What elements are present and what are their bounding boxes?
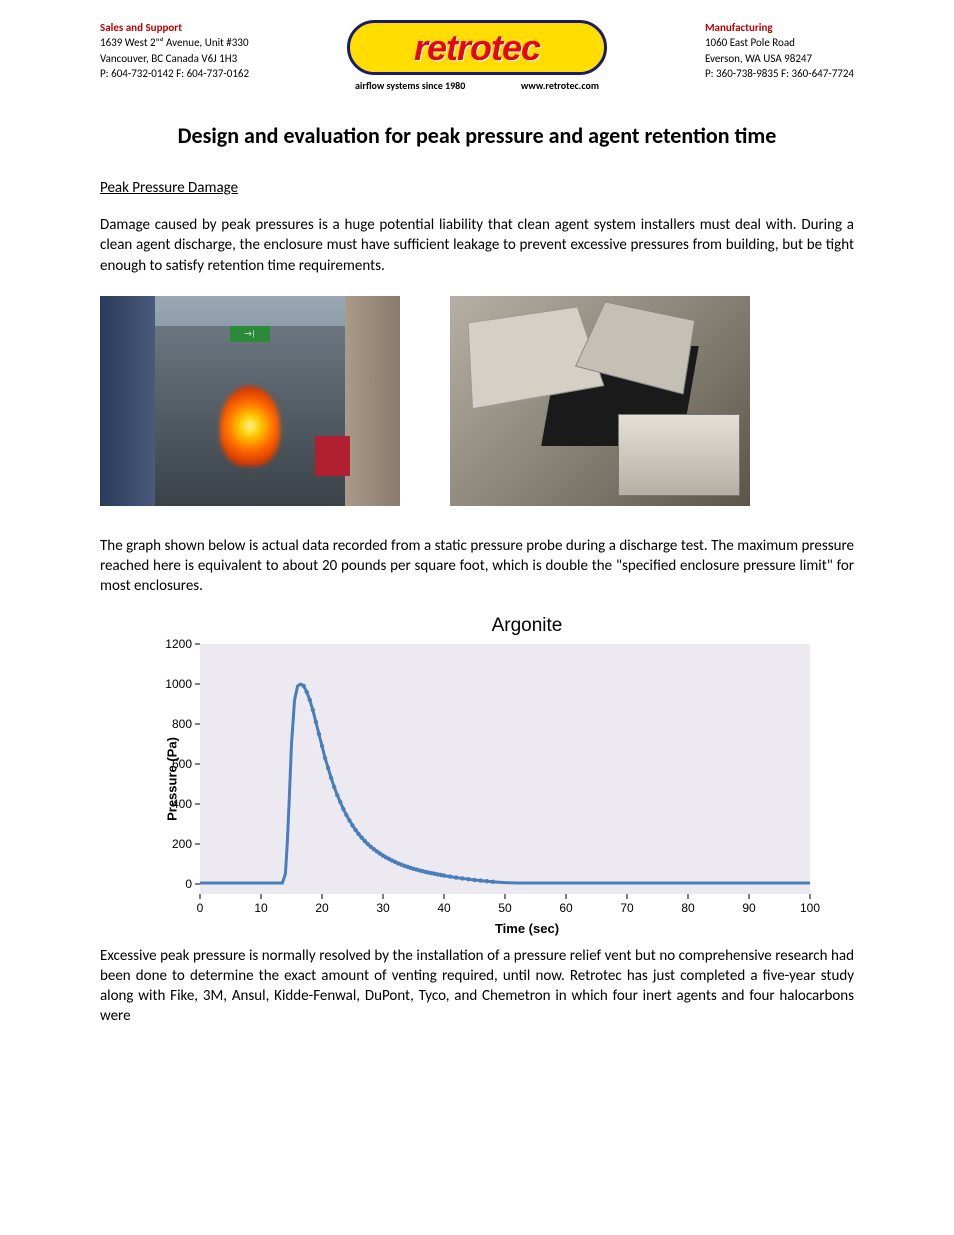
sales-addr1: 1639 West 2ⁿᵈ Avenue, Unit #330 [100, 35, 249, 50]
svg-text:1200: 1200 [165, 639, 192, 651]
mfg-phone: P: 360-738-9835 F: 360-647-7724 [705, 66, 854, 81]
logo-text: retrotec [414, 27, 540, 69]
page-title: Design and evaluation for peak pressure … [100, 122, 854, 149]
chart-title: Argonite [200, 615, 854, 637]
chart-container: Argonite Pressure (Pa) 02004006008001000… [140, 615, 854, 936]
paragraph-3: Excessive peak pressure is normally reso… [100, 946, 854, 1027]
svg-text:60: 60 [559, 901, 573, 915]
svg-text:200: 200 [172, 837, 192, 851]
svg-text:800: 800 [172, 717, 192, 731]
sales-phone: P: 604-732-0142 F: 604-737-0162 [100, 66, 249, 81]
mfg-heading: Manufacturing [705, 20, 854, 35]
svg-text:30: 30 [376, 901, 390, 915]
chart-ylabel: Pressure (Pa) [164, 737, 179, 821]
svg-text:10: 10 [254, 901, 268, 915]
exit-sign: →| [230, 326, 270, 342]
svg-text:40: 40 [437, 901, 451, 915]
svg-text:20: 20 [315, 901, 329, 915]
paragraph-2: The graph shown below is actual data rec… [100, 536, 854, 597]
logo-url: www.retrotec.com [521, 79, 599, 92]
sales-addr2: Vancouver, BC Canada V6J 1H3 [100, 51, 249, 66]
header-left-block: Sales and Support 1639 West 2ⁿᵈ Avenue, … [100, 20, 249, 82]
photo-hallway-fire: →| [100, 296, 400, 506]
svg-text:80: 80 [681, 901, 695, 915]
mfg-addr2: Everson, WA USA 98247 [705, 51, 854, 66]
header-right-block: Manufacturing 1060 East Pole Road Everso… [705, 20, 854, 82]
logo-tagline: airflow systems since 1980 [355, 79, 465, 92]
svg-text:50: 50 [498, 901, 512, 915]
logo: retrotec [347, 20, 607, 75]
fire-icon [220, 386, 280, 466]
mfg-addr1: 1060 East Pole Road [705, 35, 854, 50]
pressure-chart: 0200400600800100012000102030405060708090… [140, 639, 820, 919]
svg-text:0: 0 [185, 877, 192, 891]
section-heading: Peak Pressure Damage [100, 179, 854, 197]
paragraph-1: Damage caused by peak pressures is a hug… [100, 215, 854, 276]
sales-heading: Sales and Support [100, 20, 249, 35]
header-logo-block: retrotec airflow systems since 1980 www.… [347, 20, 607, 92]
svg-text:1000: 1000 [165, 677, 192, 691]
photo-ceiling-damage [450, 296, 750, 506]
svg-text:70: 70 [620, 901, 634, 915]
svg-text:90: 90 [742, 901, 756, 915]
header: Sales and Support 1639 West 2ⁿᵈ Avenue, … [100, 20, 854, 92]
image-row: →| [100, 296, 854, 506]
chart-xlabel: Time (sec) [200, 921, 854, 936]
svg-text:100: 100 [800, 901, 820, 915]
svg-text:0: 0 [197, 901, 204, 915]
